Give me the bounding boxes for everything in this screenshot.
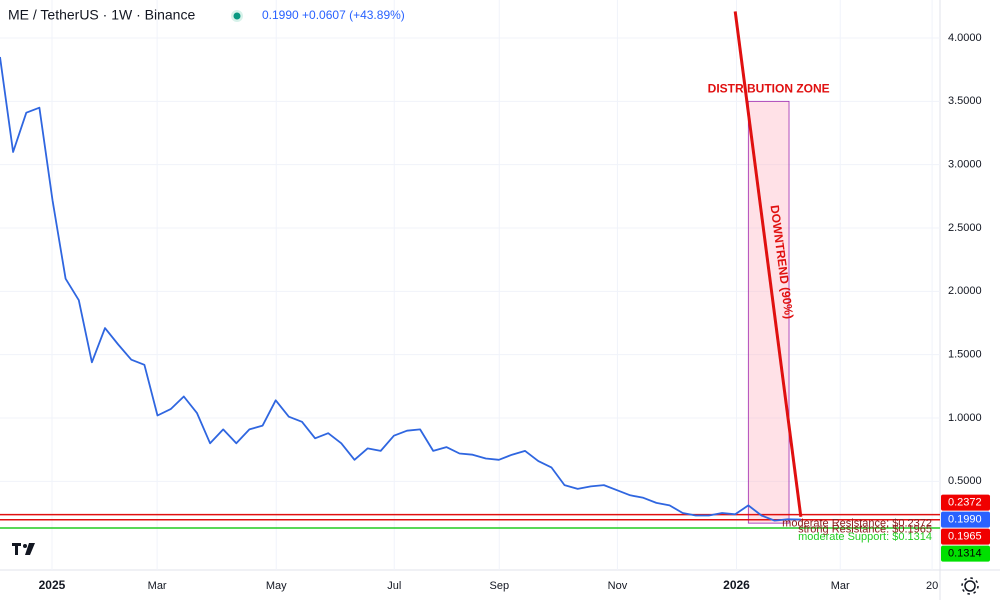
price-tag [941, 511, 990, 528]
distribution-zone [747, 100, 790, 524]
price-tag-label: 0.1990 [948, 514, 982, 526]
price-tag-label: 0.1314 [948, 548, 982, 560]
logo-part [25, 543, 35, 555]
price-tag [941, 528, 990, 545]
logo-part [23, 544, 27, 548]
y-tick-label: 3.5000 [948, 95, 982, 107]
y-tick-label: 2.0000 [948, 285, 982, 297]
x-tick-label: 2026 [723, 578, 750, 592]
level-label: moderate Support: $0.1314 [798, 531, 932, 543]
gear[interactable] [964, 580, 976, 592]
y-tick-label: 3.0000 [948, 159, 982, 171]
x-tick-label: May [266, 580, 287, 592]
settings-icon[interactable] [961, 577, 979, 595]
level-label: strong Resistance: $0.1965 [798, 524, 932, 536]
grid [0, 0, 940, 570]
x-tick-label: Jul [387, 580, 401, 592]
status-dot [233, 12, 241, 20]
price-tag [941, 545, 990, 562]
y-tick-label: 2.5000 [948, 222, 982, 234]
gear-teeth[interactable] [961, 577, 979, 595]
y-tick-label: 0.5000 [948, 475, 982, 487]
zone-label: DISTRIBUTION ZONE [708, 82, 830, 96]
x-tick-label: 2025 [39, 578, 66, 592]
y-tick-label: 1.0000 [948, 412, 982, 424]
tv-logo [12, 543, 35, 555]
price-tag [941, 494, 990, 511]
price-change: 0.1990 +0.0607 (+43.89%) [262, 8, 405, 22]
price-line [0, 56, 801, 522]
x-tick-label: Mar [148, 580, 167, 592]
chart-title: ME / TetherUS · 1W · Binance [8, 7, 195, 23]
logo-part [15, 543, 18, 555]
x-tick-label: 20 [926, 580, 938, 592]
x-tick-label: Sep [489, 580, 509, 592]
price-tag-label: 0.2372 [948, 497, 982, 509]
plot: DISTRIBUTION ZONE moderate Resistance: $0… [0, 11, 940, 543]
y-tick-label: 1.5000 [948, 349, 982, 361]
price-tag-label: 0.1965 [948, 531, 982, 543]
trendline [733, 11, 803, 517]
y-tick-label: 4.0000 [948, 32, 982, 44]
level-label: moderate Resistance: $0.2372 [782, 518, 932, 530]
x-tick-label: Nov [608, 580, 628, 592]
x-tick-label: Mar [831, 580, 850, 592]
